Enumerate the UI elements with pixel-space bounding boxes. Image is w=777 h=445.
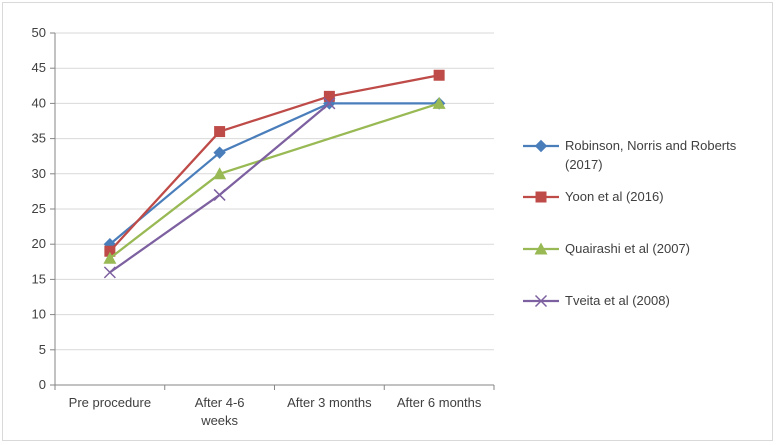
series-line [109,102,440,246]
data-point [323,97,336,110]
data-point [433,69,445,81]
series-3 [103,97,336,279]
legend-marker [534,242,548,255]
x-tick-label: After 3 months [287,395,372,410]
data-point [432,96,446,109]
series-1 [104,69,445,257]
x-tick-label: Pre procedure [69,395,151,410]
y-tick-label: 45 [32,60,46,75]
legend-label: Yoon et al (2016) [565,189,664,204]
legend-entry: Yoon et al (2016) [523,189,664,204]
legend: Robinson, Norris and Roberts (2017) Yoon e… [523,138,737,308]
axes [50,32,495,390]
y-tick-labels: 0 5 10 15 20 25 30 35 40 45 50 [32,25,46,392]
x-tick-label: After 4-6 weeks [195,395,245,428]
legend-label: Tveita et al (2008) [565,293,670,308]
y-tick-label: 50 [32,25,46,40]
data-point [213,167,227,180]
chart-frame: 0 5 10 15 20 25 30 35 40 45 50 Pre procedure After … [2,2,773,441]
legend-label: Quairashi et al (2007) [565,241,690,256]
y-tick-label: 20 [32,236,46,251]
y-tick-label: 30 [32,166,46,181]
legend-marker [534,294,548,308]
y-tick-label: 25 [32,201,46,216]
x-tick-label: After 6 months [397,395,482,410]
legend-marker [534,139,548,153]
legend-label: Robinson, Norris and Roberts (2017) [565,138,737,172]
line-chart: 0 5 10 15 20 25 30 35 40 45 50 Pre procedure After … [32,25,737,428]
legend-entry: Robinson, Norris and Roberts (2017) [523,138,737,172]
gridlines [55,32,494,351]
y-tick-label: 40 [32,95,46,110]
data-point [214,126,226,138]
data-point [104,245,116,257]
legend-entry: Quairashi et al (2007) [523,241,690,256]
y-tick-label: 35 [32,131,46,146]
y-tick-label: 10 [32,307,46,322]
data-point [103,251,117,264]
legend-marker [535,191,547,203]
data-point [213,146,226,159]
y-tick-label: 5 [39,342,46,357]
x-tick-labels: Pre procedure After 4-6 weeks After 3 month… [69,395,482,428]
y-tick-label: 0 [39,377,46,392]
y-tick-label: 15 [32,271,46,286]
series-line [109,74,440,253]
series [103,69,446,279]
data-point [103,266,116,279]
series-2 [103,96,446,264]
data-point [323,90,335,102]
data-point [213,188,226,201]
series-line [109,102,440,260]
legend-entry: Tveita et al (2008) [523,293,670,308]
